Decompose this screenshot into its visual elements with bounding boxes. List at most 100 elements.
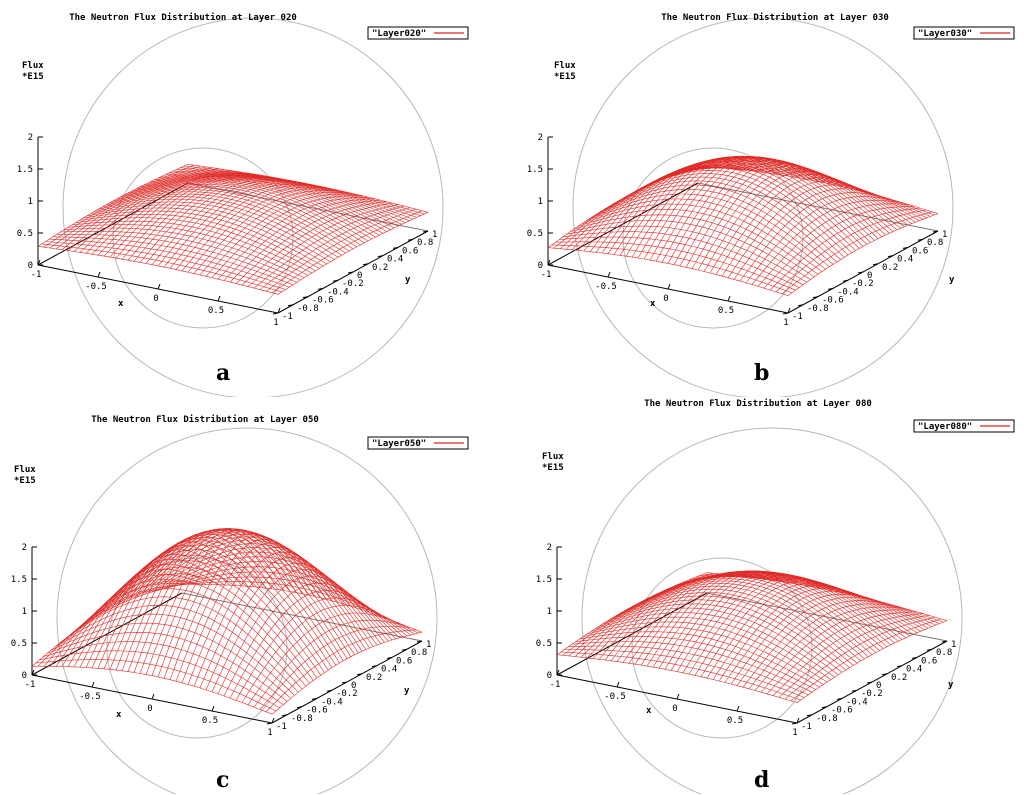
y-tick-mark bbox=[356, 673, 363, 676]
y-tick-mark bbox=[857, 271, 864, 274]
chart-title: The Neutron Flux Distribution at Layer 0… bbox=[644, 398, 872, 409]
x-tick-mark bbox=[607, 271, 611, 278]
rotation-circle-outer bbox=[62, 17, 444, 397]
y-tick-mark bbox=[401, 648, 408, 651]
x-tick-label: 1 bbox=[783, 318, 788, 328]
mesh-line-x bbox=[247, 612, 399, 705]
x-tick-mark bbox=[727, 295, 731, 302]
mesh-line-y bbox=[161, 174, 402, 225]
x-axis-label: x bbox=[116, 710, 122, 720]
y-tick-label: 0.2 bbox=[891, 673, 907, 683]
y-tick-label: 0 bbox=[351, 681, 356, 691]
y-tick-label: -0.4 bbox=[846, 697, 868, 707]
x-tick-mark bbox=[676, 693, 680, 700]
y-tick-label: 0.8 bbox=[927, 238, 943, 248]
mesh-line-x bbox=[271, 631, 423, 715]
y-tick-label: 0.8 bbox=[936, 648, 952, 658]
mesh-line-x bbox=[763, 205, 915, 289]
x-tick-mark bbox=[97, 271, 101, 278]
mesh-line-x bbox=[241, 202, 393, 286]
y-tick-mark bbox=[806, 714, 813, 717]
y-tick-mark bbox=[851, 689, 858, 692]
mesh-line-y bbox=[690, 167, 931, 217]
x-axis-label: x bbox=[646, 706, 652, 716]
y-tick-label: 0.4 bbox=[897, 255, 913, 265]
z-axis-scale: *E15 bbox=[14, 476, 36, 486]
mesh-line-y bbox=[150, 176, 391, 230]
z-tick-label: 2 bbox=[538, 133, 543, 143]
y-tick-label: -0.8 bbox=[807, 304, 829, 314]
y-tick-mark bbox=[371, 665, 378, 668]
z-tick-label: 1 bbox=[538, 197, 543, 207]
mesh-line-x bbox=[769, 207, 921, 291]
mesh-line-x bbox=[175, 185, 327, 270]
mesh-line-y bbox=[116, 187, 357, 248]
mesh-line-y bbox=[118, 528, 359, 654]
x-tick-mark bbox=[736, 705, 740, 712]
mesh-line-x bbox=[259, 207, 411, 290]
x-tick-label: -0.5 bbox=[595, 282, 617, 292]
axis-line bbox=[187, 182, 429, 232]
z-tick-label: 2 bbox=[28, 133, 33, 143]
y-tick-label: -0.4 bbox=[321, 697, 343, 707]
x-tick-mark bbox=[31, 669, 35, 676]
mesh-line-y bbox=[182, 583, 423, 633]
legend-box bbox=[367, 26, 469, 40]
x-tick-mark bbox=[616, 681, 620, 688]
x-tick-label: -0.5 bbox=[85, 282, 107, 292]
mesh-line-x bbox=[745, 196, 897, 284]
mesh-line-x bbox=[253, 619, 405, 708]
mesh-line-x bbox=[781, 211, 933, 295]
y-tick-mark bbox=[362, 263, 369, 266]
surface-plot-d: The Neutron Flux Distribution at Layer 0… bbox=[536, 398, 1015, 794]
x-tick-mark bbox=[157, 283, 161, 290]
mesh-line-x bbox=[265, 629, 417, 713]
z-tick-label: 0.5 bbox=[17, 229, 33, 239]
mesh-line-y bbox=[129, 529, 370, 649]
y-tick-mark bbox=[407, 238, 414, 241]
legend: "Layer030" bbox=[913, 26, 1015, 40]
z-tick-label: 1 bbox=[547, 607, 552, 617]
y-tick-label: 0 bbox=[876, 681, 881, 691]
mesh-line-y bbox=[110, 529, 352, 657]
mesh-line-y bbox=[155, 551, 397, 640]
x-tick-mark bbox=[271, 717, 275, 724]
caption-d: d bbox=[754, 767, 770, 793]
y-tick-mark bbox=[941, 640, 948, 643]
mesh-line-y bbox=[136, 533, 378, 646]
y-tick-label: -0.6 bbox=[831, 706, 853, 716]
mesh-line-y bbox=[682, 165, 924, 220]
mesh-line-y bbox=[172, 170, 414, 220]
y-tick-mark bbox=[332, 279, 339, 282]
mesh-line-x bbox=[778, 615, 930, 698]
z-axis-label: Flux bbox=[542, 452, 564, 462]
mesh-line-x bbox=[748, 603, 900, 689]
mesh-line-y bbox=[135, 180, 376, 238]
mesh-line-x bbox=[247, 204, 399, 287]
y-tick-label: 1 bbox=[432, 230, 437, 240]
mesh-line-x bbox=[760, 609, 912, 693]
y-tick-mark bbox=[902, 246, 909, 249]
y-tick-label: -1 bbox=[801, 722, 812, 732]
mesh-line-y bbox=[124, 183, 365, 244]
x-tick-mark bbox=[211, 705, 215, 712]
mesh-line-y bbox=[133, 531, 374, 647]
y-tick-label: -0.6 bbox=[306, 706, 328, 716]
mesh-line-y bbox=[157, 175, 399, 227]
y-tick-mark bbox=[377, 255, 384, 258]
z-tick-label: 0.5 bbox=[527, 229, 543, 239]
x-tick-label: 1 bbox=[273, 318, 278, 328]
y-axis-label: y bbox=[948, 680, 954, 690]
mesh-line-x bbox=[187, 188, 339, 273]
y-tick-label: -0.2 bbox=[342, 279, 364, 289]
y-tick-mark bbox=[266, 722, 273, 725]
mesh-line-x bbox=[754, 606, 906, 691]
y-tick-label: 1 bbox=[426, 640, 431, 650]
x-tick-label: -0.5 bbox=[79, 692, 101, 702]
legend-label: "Layer080" bbox=[918, 422, 972, 432]
y-tick-label: -0.4 bbox=[837, 287, 859, 297]
x-tick-label: 0 bbox=[147, 704, 152, 714]
x-tick-label: 1 bbox=[267, 728, 272, 738]
x-tick-label: -1 bbox=[550, 680, 561, 690]
x-tick-label: -1 bbox=[25, 680, 36, 690]
